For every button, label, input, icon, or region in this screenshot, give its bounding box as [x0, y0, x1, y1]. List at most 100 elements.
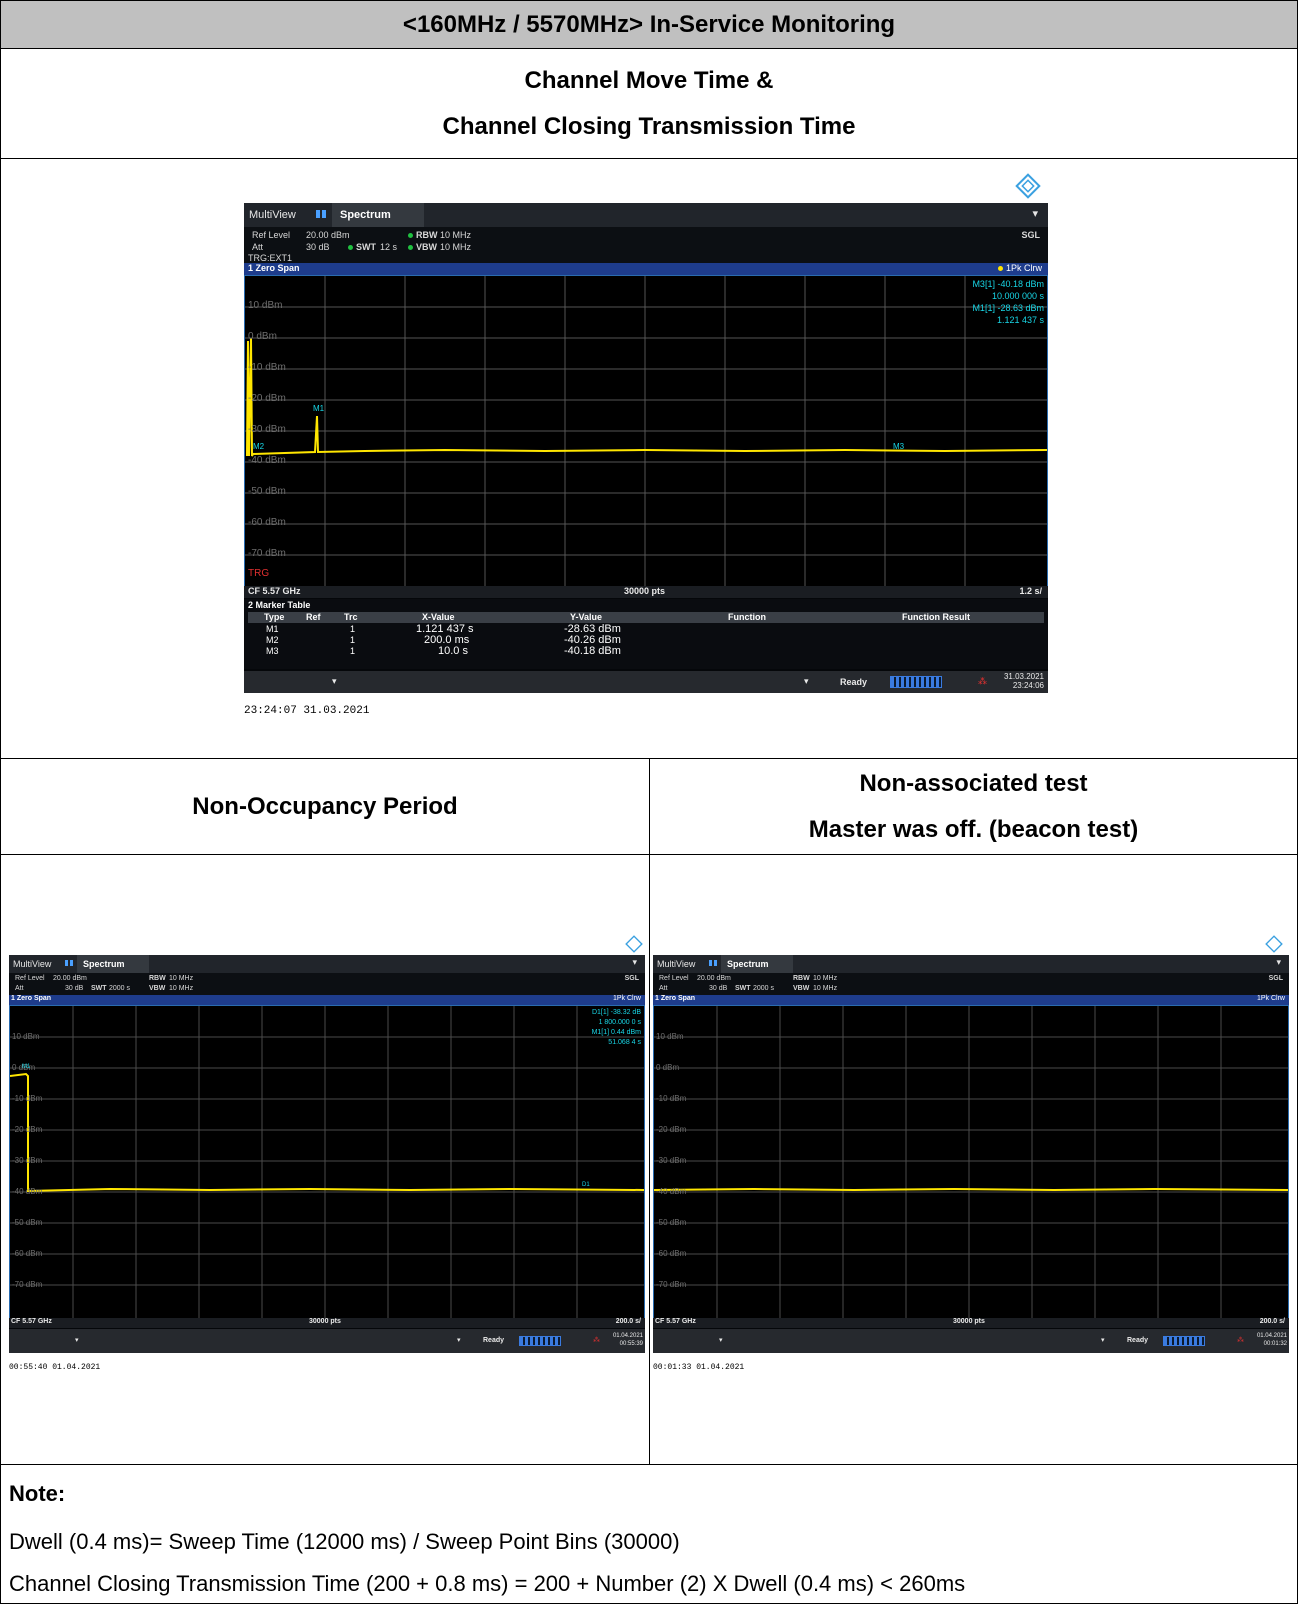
settings-info: Ref Level 20.00 dBm Att 30 dB SWT 2000 s… — [653, 973, 1289, 995]
m1-readout-x: 1.121 437 s — [996, 315, 1044, 325]
row-trc: 1 — [350, 646, 356, 656]
d1-readout-label: D1[1] — [591, 1009, 609, 1016]
y-label: -70 dBm — [12, 1280, 43, 1289]
marker-readout: M3[1] -40.18 dBm 10.000 000 s M1[1] -28.… — [972, 278, 1044, 326]
chevron-down-icon[interactable]: ▾ — [332, 676, 337, 686]
settings-info: Ref Level 20.00 dBm Att 30 dB SWT 12 s R… — [244, 227, 1048, 263]
section-subtitle: Channel Move Time & Channel Closing Tran… — [1, 49, 1297, 159]
vbw-dot-icon — [408, 245, 413, 250]
swt-label: SWT — [91, 985, 107, 992]
trace-indicator: 1Pk Clrw — [998, 263, 1042, 273]
plot-grid — [10, 1006, 644, 1318]
title-bar: MultiView Spectrum ▾ — [244, 203, 1048, 227]
y-label: 0 dBm — [248, 331, 277, 342]
plot-grid — [245, 276, 1047, 586]
chevron-down-icon[interactable]: ▾ — [75, 1337, 79, 1344]
y-label: -50 dBm — [656, 1218, 687, 1227]
att-value: 30 dB — [65, 985, 84, 992]
marker-m2[interactable]: M2 — [253, 442, 265, 451]
chevron-down-icon[interactable]: ▾ — [632, 957, 637, 967]
center-frequency: CF 5.57 GHz — [11, 1318, 52, 1325]
trace-line — [654, 1187, 1288, 1192]
y-label: -20 dBm — [248, 393, 286, 404]
tab-spectrum[interactable]: Spectrum — [332, 203, 424, 227]
y-label: -60 dBm — [656, 1249, 687, 1258]
chevron-down-icon[interactable]: ▾ — [804, 676, 809, 686]
capture-timestamp: 00:55:40 01.04.2021 — [9, 1363, 101, 1372]
swt-label: SWT — [356, 242, 376, 252]
y-label: -30 dBm — [656, 1156, 687, 1165]
y-label: -10 dBm — [248, 362, 286, 373]
main-screenshot-cell: MultiView Spectrum ▾ Ref Level 20.00 dBm… — [1, 159, 1297, 759]
plot-footer: CF 5.57 GHz 30000 pts 200.0 s/ — [9, 1318, 645, 1328]
grid-icon — [65, 960, 74, 966]
marker-m3[interactable]: M3 — [893, 442, 905, 451]
column-divider — [649, 759, 650, 855]
tab-spectrum[interactable]: Spectrum — [77, 955, 149, 973]
rbw-value: 10 MHz — [813, 975, 838, 982]
grid-icon — [316, 210, 327, 218]
rbw-label: RBW — [793, 975, 810, 982]
status-time: 00:01:32 — [1263, 1341, 1287, 1347]
non-occupancy-heading: Non-Occupancy Period — [192, 792, 458, 820]
y-label: -40 dBm — [12, 1187, 43, 1196]
vbw-value: 10 MHz — [169, 985, 194, 992]
chevron-down-icon[interactable]: ▾ — [457, 1337, 461, 1344]
y-label: -40 dBm — [656, 1187, 687, 1196]
vbw-label: VBW — [149, 985, 166, 992]
multiview-label[interactable]: MultiView — [13, 959, 52, 969]
tab-spectrum[interactable]: Spectrum — [721, 955, 793, 973]
multiview-label[interactable]: MultiView — [249, 209, 296, 221]
marker-table-title: 2 Marker Table — [248, 600, 311, 610]
column-divider — [649, 855, 650, 1465]
row-y: -28.63 dBm — [564, 623, 621, 635]
swt-dot-icon — [348, 245, 353, 250]
status-bar: ▾ ▾ Ready ⁂ 01.04.2021 00:01:32 — [653, 1329, 1289, 1353]
test-headings-row: Non-Occupancy Period Non-associated test… — [1, 759, 1297, 855]
heading-right: Non-associated test Master was off. (bea… — [650, 759, 1297, 854]
trace-mode: 1Pk Clrw — [1256, 995, 1285, 1002]
multiview-label[interactable]: MultiView — [657, 959, 696, 969]
spectrum-analyzer-screen-right: MultiView Spectrum ▾ Ref Level 20.00 dBm… — [653, 955, 1289, 1353]
capture-timestamp: 23:24:07 31.03.2021 — [244, 705, 370, 717]
y-label: -30 dBm — [248, 424, 286, 435]
status-date: 01.04.2021 — [1256, 1333, 1287, 1339]
non-associated-heading: Non-associated test — [859, 769, 1088, 797]
row-type: M3 — [266, 646, 279, 656]
plot-area: 10 dBm 0 dBm -10 dBm -20 dBm -30 dBm -40… — [244, 275, 1048, 587]
window-title-bar: 1 Zero Span 1Pk Clrw — [9, 995, 645, 1005]
chevron-down-icon[interactable]: ▾ — [1101, 1337, 1105, 1344]
row-y: -40.26 dBm — [564, 634, 621, 646]
status-datetime: 01.04.2021 00:01:32 — [1257, 1332, 1287, 1348]
status-bar: ▾ ▾ Ready ⁂ 01.04.2021 00:55:39 — [9, 1329, 645, 1353]
settings-info: Ref Level 20.00 dBm Att 30 dB SWT 2000 s… — [9, 973, 645, 995]
chevron-down-icon[interactable]: ▾ — [1032, 208, 1038, 220]
marker-m1[interactable]: M1 — [22, 1064, 31, 1070]
ref-level-value: 20.00 dBm — [697, 975, 731, 982]
row-trc: 1 — [350, 635, 356, 645]
col-function: Function — [728, 612, 766, 622]
ref-level-value: 20.00 dBm — [53, 975, 87, 982]
y-label: -40 dBm — [248, 455, 286, 466]
y-label: -60 dBm — [12, 1249, 43, 1258]
trace-mode: 1Pk Clrw — [1005, 263, 1042, 273]
chevron-down-icon[interactable]: ▾ — [719, 1337, 723, 1344]
note-line-1: Dwell (0.4 ms)= Sweep Time (12000 ms) / … — [9, 1529, 680, 1554]
swt-value: 12 s — [380, 242, 398, 252]
marker-d1[interactable]: D1 — [582, 1182, 590, 1188]
row-x: 1.121 437 s — [416, 623, 474, 635]
sweep-points: 30000 pts — [624, 586, 666, 596]
col-function-result: Function Result — [902, 612, 970, 622]
chevron-down-icon[interactable]: ▾ — [1276, 957, 1281, 967]
att-label: Att — [659, 985, 668, 992]
status-bar: ▾ ▾ Ready ⁂ 31.03.2021 23:24:06 — [244, 671, 1048, 693]
window-name: 1 Zero Span — [655, 995, 696, 1002]
y-label: -10 dBm — [656, 1094, 687, 1103]
status-date: 31.03.2021 — [1003, 672, 1044, 681]
master-off-heading: Master was off. (beacon test) — [808, 815, 1139, 843]
sweep-points: 30000 pts — [309, 1318, 341, 1325]
y-label: -20 dBm — [12, 1125, 43, 1134]
sgl-label: SGL — [1268, 975, 1283, 982]
marker-m1[interactable]: M1 — [313, 404, 325, 413]
